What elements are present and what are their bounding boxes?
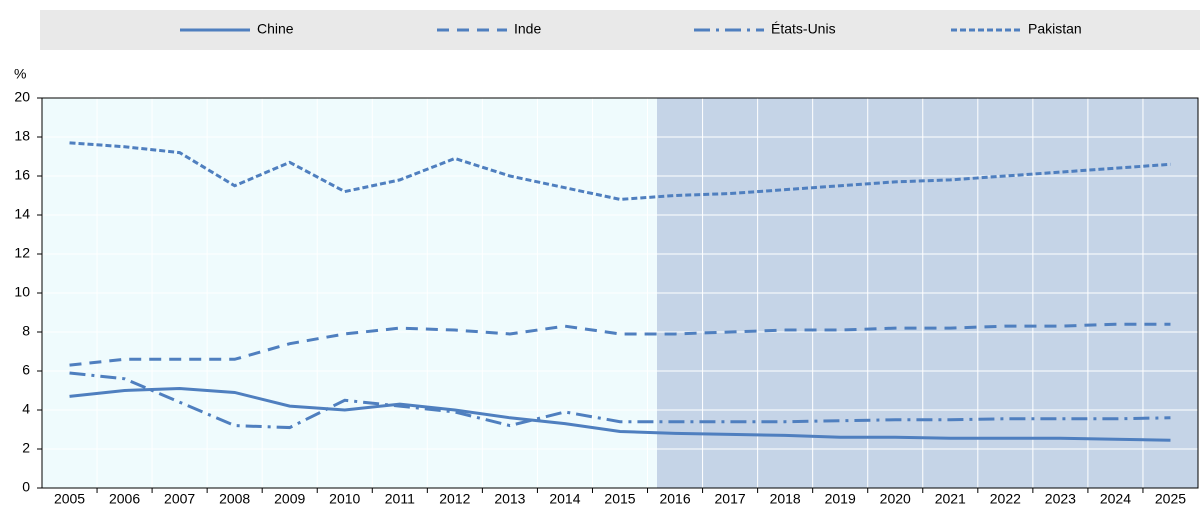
y-axis-label: % — [14, 66, 26, 82]
x-tick-label: 2018 — [770, 491, 801, 507]
x-tick-label: 2014 — [549, 491, 580, 507]
x-tick-label: 2007 — [164, 491, 195, 507]
x-tick-label: 2010 — [329, 491, 360, 507]
grid — [42, 97, 1198, 489]
x-tick-label: 2023 — [1045, 491, 1076, 507]
x-tick-label: 2011 — [385, 491, 415, 507]
x-tick-label: 2008 — [219, 491, 250, 507]
x-tick-label: 2024 — [1100, 491, 1131, 507]
x-tick-label: 2019 — [825, 491, 856, 507]
x-tick-label: 2022 — [990, 491, 1021, 507]
x-tick-label: 2012 — [439, 491, 470, 507]
x-tick-label: 2013 — [494, 491, 525, 507]
series-line — [69, 322, 1171, 367]
y-tick-label: 18 — [14, 128, 30, 144]
legend-label: Inde — [514, 21, 541, 37]
x-tick-label: 2025 — [1155, 491, 1186, 507]
y-tick-label: 10 — [14, 284, 30, 300]
legend-label: Pakistan — [1028, 21, 1082, 37]
x-tick-label: 2016 — [659, 491, 690, 507]
y-tick-label: 4 — [22, 401, 30, 417]
y-tick-label: 16 — [14, 167, 30, 183]
y-tick-label: 14 — [14, 206, 30, 222]
y-tick-label: 8 — [22, 323, 30, 339]
lines — [69, 141, 1171, 442]
legend-label: États-Unis — [771, 21, 836, 37]
y-tick-label: 20 — [14, 89, 30, 105]
x-tick-label: 2005 — [54, 491, 85, 507]
y-tick-label: 6 — [22, 362, 30, 378]
series-line — [69, 371, 1171, 430]
x-tick-label: 2021 — [935, 491, 966, 507]
series-line — [69, 387, 1171, 442]
series-line — [69, 141, 1171, 201]
x-tick-label: 2017 — [715, 491, 746, 507]
y-tick-label: 0 — [22, 479, 30, 495]
y-tick-label: 2 — [22, 440, 30, 456]
x-tick-label: 2015 — [604, 491, 635, 507]
y-tick-label: 12 — [14, 245, 30, 261]
x-tick-label: 2009 — [274, 491, 305, 507]
x-tick-label: 2006 — [109, 491, 140, 507]
legend-label: Chine — [257, 21, 294, 37]
x-tick-label: 2020 — [880, 491, 911, 507]
